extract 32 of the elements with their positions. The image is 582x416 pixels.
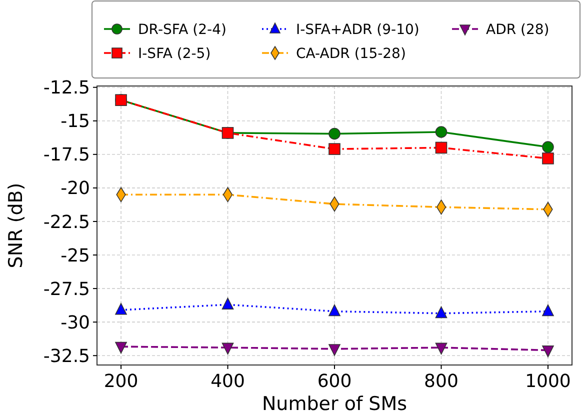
point: [435, 142, 448, 154]
x-tick-label: 400: [210, 371, 245, 392]
point: [542, 152, 554, 164]
x-tick-label: 800: [424, 371, 458, 392]
x-tick-label: 600: [317, 371, 352, 392]
legend-label: DR-SFA (2-4): [138, 22, 226, 38]
legend-label: CA-ADR (15-28): [296, 46, 406, 62]
y-tick-label: -30: [60, 312, 90, 334]
y-tick-label: -20: [60, 178, 90, 200]
point: [328, 143, 340, 155]
legend-label: I-SFA+ADR (9-10): [296, 22, 420, 38]
point: [542, 345, 554, 358]
y-tick-label: -12.5: [43, 78, 90, 99]
point: [328, 128, 340, 140]
y-axis-title: SNR (dB): [5, 182, 27, 268]
x-tick-label: 200: [104, 371, 138, 392]
point: [115, 342, 127, 354]
y-tick-label: -17.5: [43, 144, 90, 166]
point: [542, 141, 554, 153]
y-tick-label: -32.5: [43, 346, 90, 367]
legend-label: I-SFA (2-5): [138, 46, 211, 62]
legend-label: ADR (28): [486, 22, 550, 38]
x-axis-title: Number of SMs: [262, 393, 408, 415]
point: [328, 344, 340, 356]
point: [222, 342, 234, 355]
y-tick-label: -15: [60, 111, 90, 132]
x-tick-label: 1000: [525, 371, 571, 392]
point: [435, 342, 448, 355]
y-tick-label: -27.5: [43, 278, 90, 300]
point: [435, 126, 448, 138]
y-tick-label: -22.5: [43, 212, 90, 233]
y-tick-label: -25: [60, 245, 90, 266]
